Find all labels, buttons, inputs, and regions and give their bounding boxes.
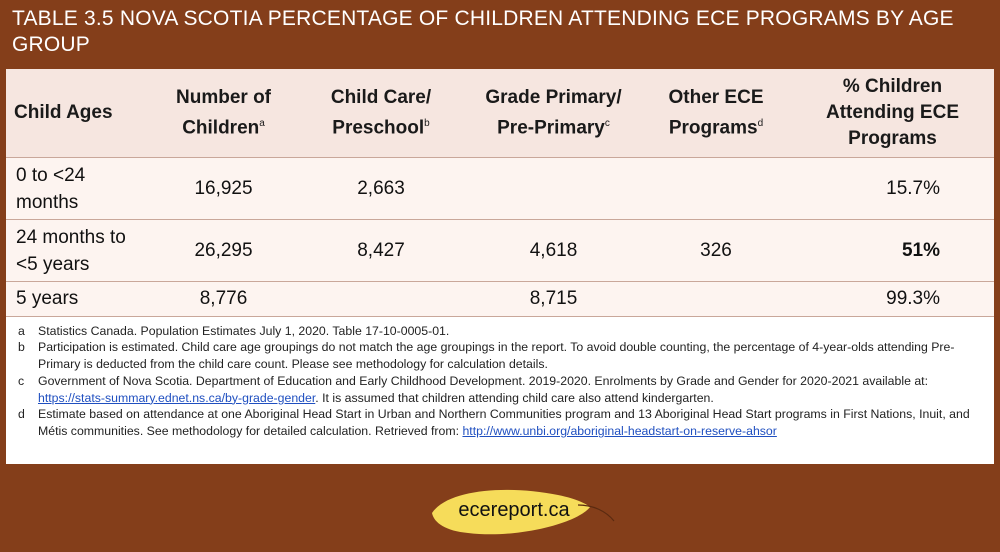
table-header-row: Child Ages Number of Childrena Child Car… [6, 69, 994, 158]
footnote-text: Statistics Canada. Population Estimates … [38, 323, 450, 338]
cell-childcare: 2,663 [296, 157, 466, 220]
footnote-letter: b [18, 340, 25, 355]
col-header-pct-attending: % Children Attending ECE Programs [791, 69, 994, 158]
footnote-link[interactable]: https://stats-summary.ednet.ns.ca/by-gra… [38, 390, 316, 405]
col-header-grade-primary: Grade Primary/ Pre-Primaryc [466, 69, 641, 158]
table-row: 0 to <24 months 16,925 2,663 15.7% [6, 157, 994, 220]
cell-childcare [296, 281, 466, 316]
col-header-other-ece: Other ECE Programsd [641, 69, 791, 158]
ece-table: Child Ages Number of Childrena Child Car… [6, 69, 994, 316]
cell-pct: 15.7% [791, 157, 994, 220]
cell-grade-primary: 8,715 [466, 281, 641, 316]
footnote-text: Participation is estimated. Child care a… [38, 340, 955, 372]
col-header-child-ages: Child Ages [6, 69, 151, 158]
cell-other [641, 157, 791, 220]
cell-age: 24 months to <5 years [6, 219, 151, 282]
table-row: 24 months to <5 years 26,295 8,427 4,618… [6, 219, 994, 282]
table-title: TABLE 3.5 NOVA SCOTIA PERCENTAGE OF CHIL… [12, 7, 954, 56]
footnote: a Statistics Canada. Population Estimate… [18, 323, 984, 340]
footnote-letter: d [18, 407, 25, 422]
cell-pct: 51% [791, 219, 994, 282]
cell-children: 26,295 [151, 219, 296, 282]
cell-pct: 99.3% [791, 281, 994, 316]
cell-children: 8,776 [151, 281, 296, 316]
logo-text: ecereport.ca [458, 499, 570, 521]
footnote: b Participation is estimated. Child care… [18, 339, 984, 373]
cell-children: 16,925 [151, 157, 296, 220]
col-header-child-care: Child Care/ Preschoolb [296, 69, 466, 158]
footnote-letter: a [18, 323, 25, 338]
table-panel: Child Ages Number of Childrena Child Car… [6, 69, 994, 464]
footnotes: a Statistics Canada. Population Estimate… [6, 315, 994, 441]
cell-other [641, 281, 791, 316]
footnote-text: Government of Nova Scotia. Department of… [38, 373, 929, 405]
footnote-letter: c [18, 373, 25, 388]
leaf-icon: ecereport.ca [432, 489, 615, 535]
footnote-text: Estimate based on attendance at one Abor… [38, 407, 970, 439]
col-header-number-of-children: Number of Childrena [151, 69, 296, 158]
cell-age: 5 years [6, 281, 151, 316]
cell-childcare: 8,427 [296, 219, 466, 282]
footnote: d Estimate based on attendance at one Ab… [18, 406, 984, 440]
footnote: c Government of Nova Scotia. Department … [18, 373, 984, 407]
cell-other: 326 [641, 219, 791, 282]
footnote-link[interactable]: http://www.unbi.org/aboriginal-headstart… [462, 424, 777, 439]
cell-grade-primary: 4,618 [466, 219, 641, 282]
ecereport-logo[interactable]: ecereport.ca [428, 483, 618, 539]
cell-age: 0 to <24 months [6, 157, 151, 220]
cell-grade-primary [466, 157, 641, 220]
table-row: 5 years 8,776 8,715 99.3% [6, 281, 994, 316]
